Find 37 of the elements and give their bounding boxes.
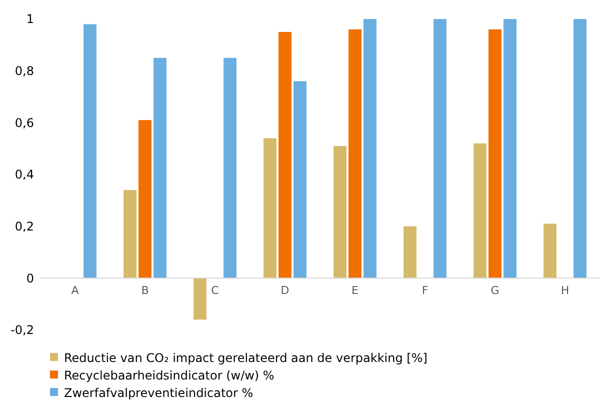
bar	[84, 24, 96, 278]
x-tick-label: C	[211, 284, 220, 298]
bar	[194, 278, 206, 320]
legend-label: Recyclebaarheidsindicator (w/w) %	[64, 368, 274, 383]
x-tick-label: F	[422, 284, 428, 298]
x-tick-label: B	[141, 284, 149, 298]
bar	[224, 58, 236, 278]
bar	[138, 120, 152, 278]
x-tick-label: A	[71, 284, 80, 298]
bar	[334, 146, 346, 278]
bar	[404, 226, 416, 278]
y-tick-label: 0,4	[14, 168, 34, 182]
x-tick-label: D	[280, 284, 290, 298]
y-tick-label: 0,6	[14, 116, 34, 130]
bar	[348, 29, 362, 278]
x-tick-label: E	[352, 284, 359, 298]
bar	[124, 190, 136, 278]
bar	[474, 143, 486, 278]
bar	[154, 58, 166, 278]
x-tick-label: G	[490, 284, 500, 298]
bar	[294, 81, 306, 278]
y-tick-label: 0,2	[14, 220, 34, 234]
bar	[364, 19, 376, 278]
bar	[434, 19, 446, 278]
legend-label: Reductie van CO₂ impact gerelateerd aan de verpakking [%]	[64, 351, 428, 366]
bar	[488, 29, 502, 278]
bar	[264, 138, 276, 278]
legend-label: Zwerfafvalpreventieindicator %	[64, 386, 254, 400]
y-tick-label: -0,2	[10, 323, 34, 338]
x-tick-label: H	[560, 284, 570, 298]
y-tick-label: 0,8	[14, 64, 34, 78]
y-tick-label: 0	[26, 271, 34, 286]
bar	[278, 32, 292, 278]
y-tick-label: 1	[26, 12, 34, 26]
bar	[544, 224, 556, 278]
bar	[504, 19, 516, 278]
bar	[574, 19, 586, 278]
